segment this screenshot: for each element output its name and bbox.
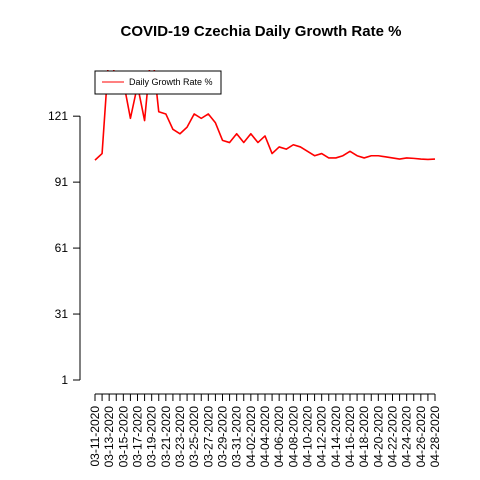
x-tick-label: 04-18-2020	[357, 406, 371, 468]
x-tick-label: 03-21-2020	[159, 406, 173, 468]
x-tick-label: 03-19-2020	[145, 406, 159, 468]
y-tick-label: 121	[48, 109, 68, 123]
x-tick-label: 04-20-2020	[371, 406, 385, 468]
y-tick-label: 91	[55, 175, 69, 189]
x-tick-label: 04-06-2020	[272, 406, 286, 468]
legend: Daily Growth Rate %	[94, 70, 222, 95]
x-tick-label: 04-12-2020	[315, 406, 329, 468]
x-tick-label: 04-10-2020	[301, 406, 315, 468]
legend-label: Daily Growth Rate %	[129, 77, 213, 87]
x-tick-label: 03-15-2020	[116, 406, 130, 468]
x-tick-label: 04-08-2020	[286, 406, 300, 468]
x-tick-label: 03-29-2020	[216, 406, 230, 468]
x-tick-label: 04-16-2020	[343, 406, 357, 468]
y-axis: 1 31 61 91 121	[48, 109, 81, 387]
x-tick-label: 03-13-2020	[102, 406, 116, 468]
x-tick-label: 03-31-2020	[230, 406, 244, 468]
x-tick-label: 04-14-2020	[329, 406, 343, 468]
x-tick-label: 04-26-2020	[414, 406, 428, 468]
y-tick-label: 1	[61, 373, 68, 387]
plot-area	[94, 70, 436, 161]
x-tick-label: 04-24-2020	[400, 406, 414, 468]
x-tick-label: 04-02-2020	[244, 406, 258, 468]
x-tick-label: 03-23-2020	[173, 406, 187, 468]
x-tick-label: 03-27-2020	[201, 406, 215, 468]
x-tick-label: 03-17-2020	[131, 406, 145, 468]
chart-title: COVID-19 Czechia Daily Growth Rate %	[121, 23, 402, 40]
x-tick-label: 04-28-2020	[428, 406, 442, 468]
x-tick-label: 04-04-2020	[258, 406, 272, 468]
x-tick-label: 03-25-2020	[187, 406, 201, 468]
y-tick-label: 31	[55, 307, 69, 321]
series-line-0	[94, 70, 436, 161]
legend-box	[94, 70, 222, 95]
x-tick-label: 03-11-2020	[88, 406, 102, 467]
x-axis: 03-11-2020 03-13-2020 03-15-2020 03-17-2020…	[88, 393, 442, 468]
y-tick-label: 61	[55, 241, 69, 255]
x-tick-label: 04-22-2020	[386, 406, 400, 468]
